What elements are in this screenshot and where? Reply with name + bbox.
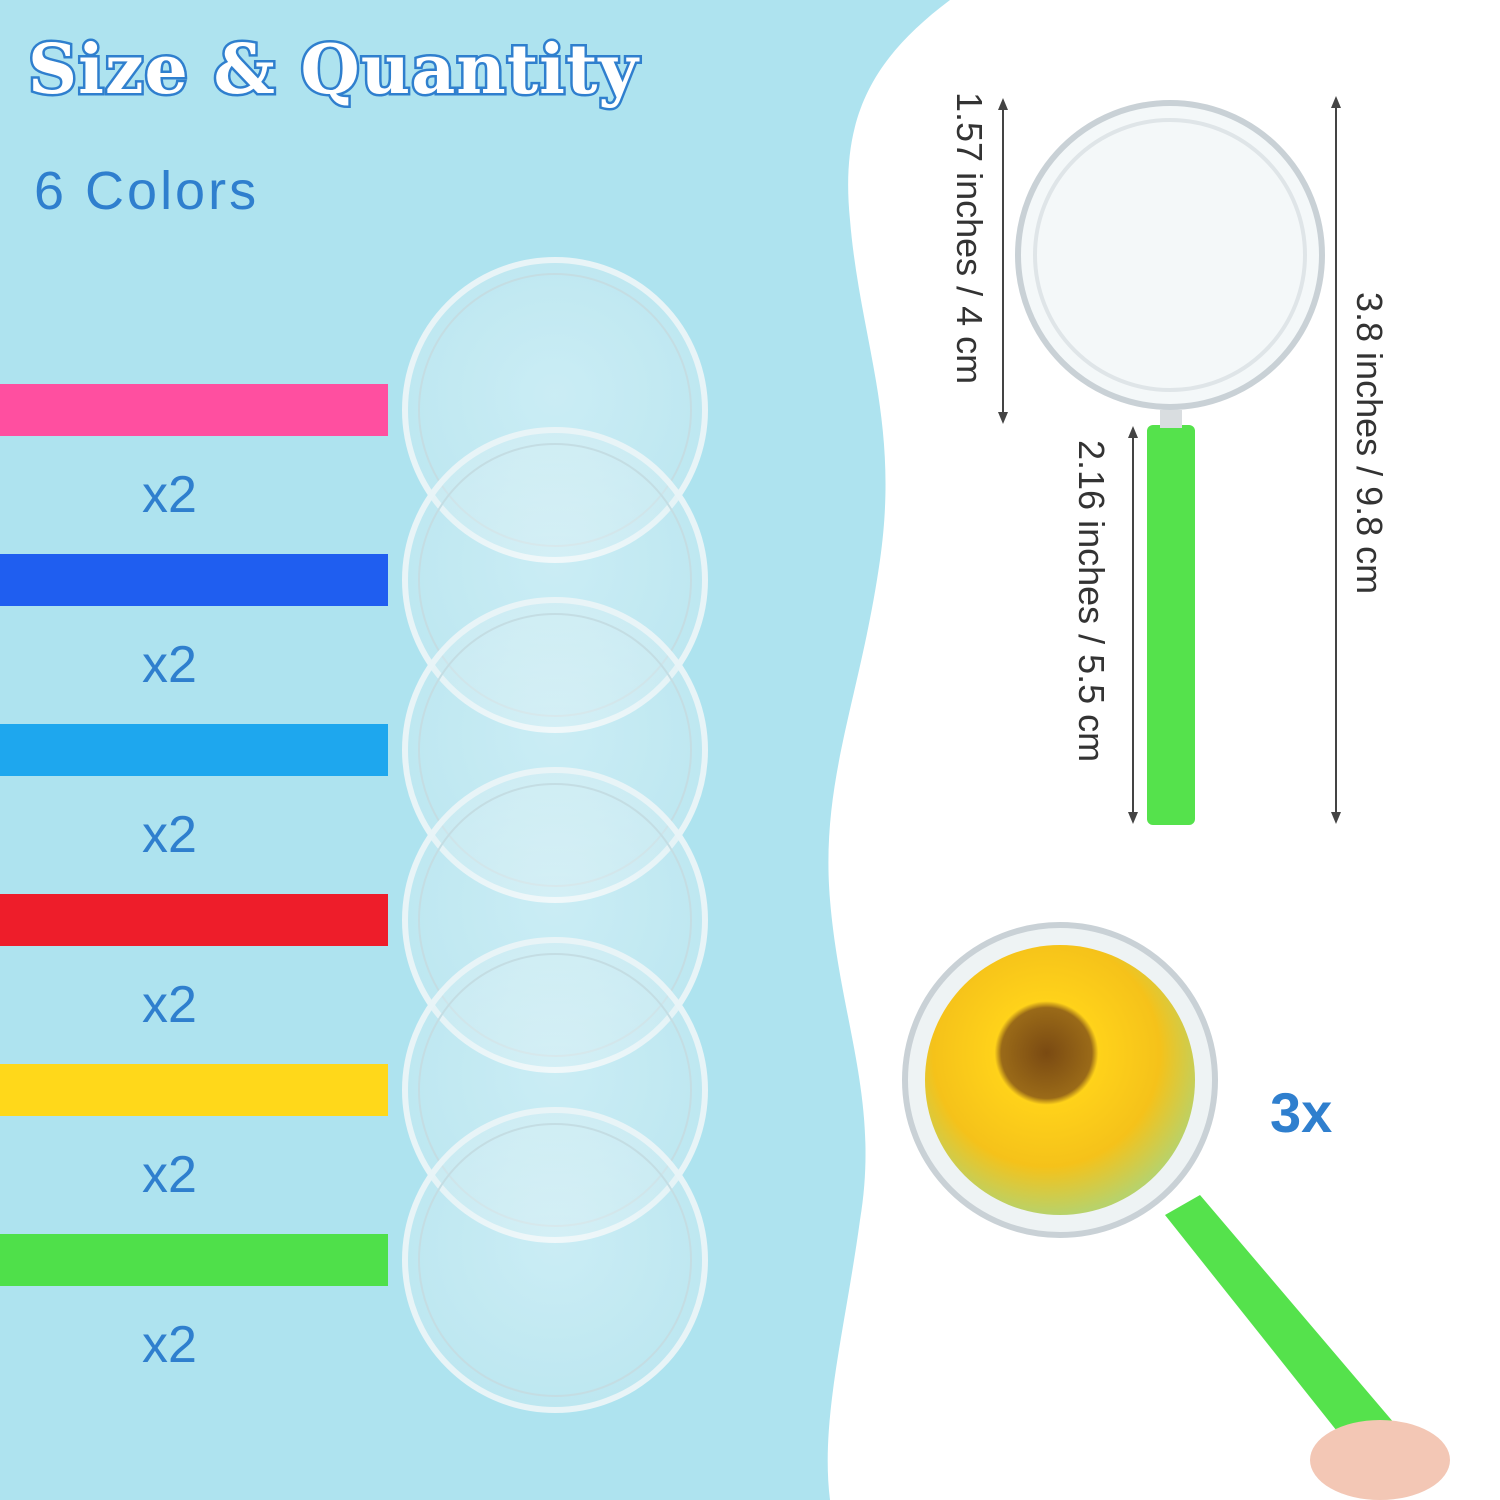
handle-2 bbox=[0, 724, 388, 776]
quantity-label: x2 bbox=[142, 976, 197, 1034]
sunflower-magnifier bbox=[902, 922, 1450, 1500]
total-length-label: 3.8 inches / 9.8 cm bbox=[1349, 292, 1390, 595]
dimension-magnifier bbox=[1015, 100, 1325, 825]
handle-5 bbox=[0, 1234, 388, 1286]
handle-1 bbox=[0, 554, 388, 606]
quantity-label: x2 bbox=[142, 1146, 197, 1204]
handle-0 bbox=[0, 384, 388, 436]
lens-rim-5 bbox=[418, 1123, 692, 1397]
dimension-lines bbox=[1002, 100, 1337, 820]
lens-diameter-label: 1.57 inches / 4 cm bbox=[949, 92, 990, 385]
quantity-label: x2 bbox=[142, 636, 197, 694]
quantity-label: x2 bbox=[142, 1316, 197, 1374]
quantity-label: x2 bbox=[142, 466, 197, 524]
handle-length-label: 2.16 inches / 5.5 cm bbox=[1071, 440, 1112, 763]
handle-4 bbox=[0, 1064, 388, 1116]
page-title: Size & Quantity bbox=[26, 28, 641, 113]
magnification-label: 3x bbox=[1270, 1081, 1333, 1144]
color-count: 6 Colors bbox=[34, 161, 260, 221]
quantity-label: x2 bbox=[142, 806, 197, 864]
lens-5 bbox=[402, 1107, 708, 1413]
handle-3 bbox=[0, 894, 388, 946]
